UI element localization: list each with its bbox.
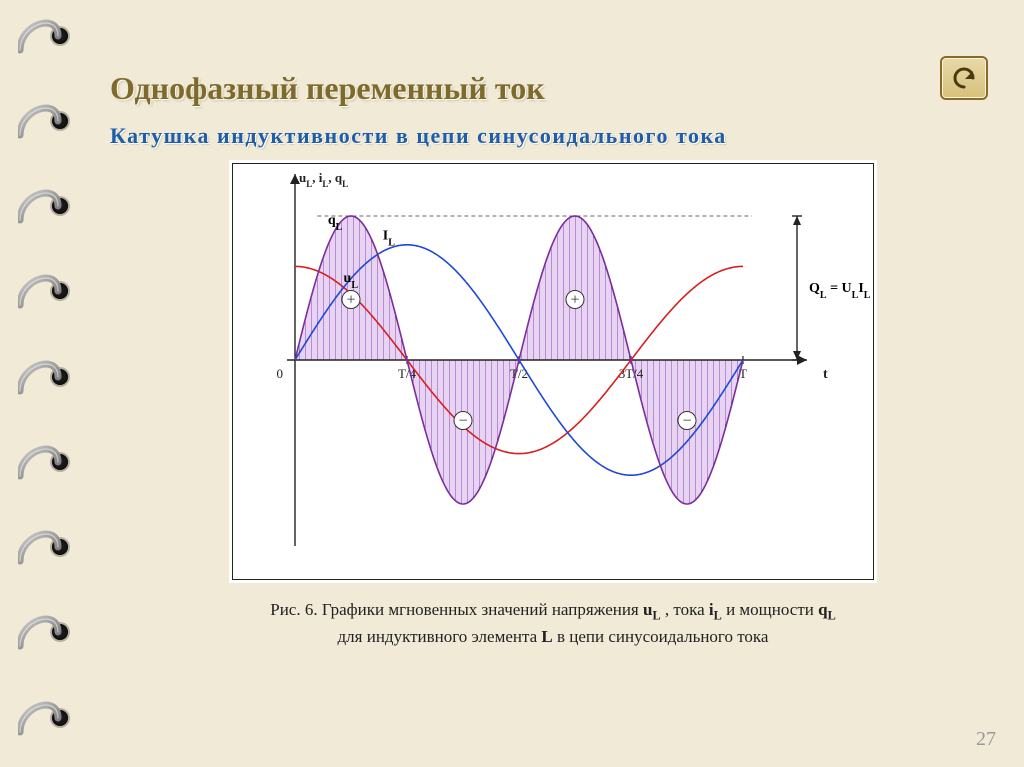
chart-container: 0T/4T/23T/4TtuL, iL, qLqLuLIL+−+−QL = UL… xyxy=(232,163,874,580)
svg-text:T/2: T/2 xyxy=(510,366,528,381)
slide-subtitle: Катушка индуктивности в цепи синусоидаль… xyxy=(110,123,996,149)
svg-text:−: − xyxy=(682,412,691,429)
slide-title: Однофазный переменный ток xyxy=(110,70,996,107)
spiral-binding xyxy=(18,0,78,767)
svg-text:+: + xyxy=(570,292,579,309)
figure-caption: Рис. 6. Графики мгновенных значений напр… xyxy=(270,598,836,650)
svg-text:0: 0 xyxy=(277,366,284,381)
svg-text:3T/4: 3T/4 xyxy=(619,366,644,381)
svg-text:t: t xyxy=(823,367,828,382)
waveform-chart: 0T/4T/23T/4TtuL, iL, qLqLuLIL+−+−QL = UL… xyxy=(233,164,873,574)
svg-text:−: − xyxy=(458,412,467,429)
slide-content: Однофазный переменный ток Катушка индукт… xyxy=(110,70,996,751)
page-number: 27 xyxy=(976,728,996,751)
svg-text:+: + xyxy=(346,292,355,309)
caption-text: Рис. 6. Графики мгновенных значений напр… xyxy=(270,600,643,619)
